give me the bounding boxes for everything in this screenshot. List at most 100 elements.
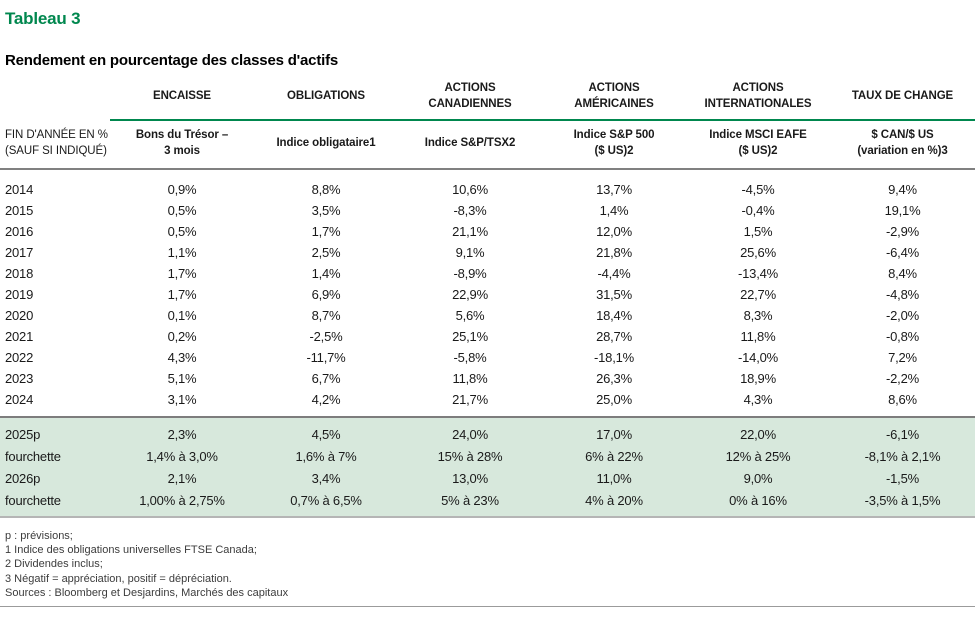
- value-cell: 3,4%: [254, 467, 398, 490]
- column-header-actions-internationales: ACTIONS INTERNATIONALES: [686, 77, 830, 122]
- value-cell: -1,5%: [830, 467, 975, 490]
- column-header-actions-americaines: ACTIONS AMÉRICAINES: [542, 77, 686, 122]
- row-label: 2025p: [0, 417, 110, 446]
- value-cell: 1,4% à 3,0%: [110, 445, 254, 468]
- value-cell: 9,1%: [455, 245, 485, 261]
- value-cell: 22,9%: [452, 287, 488, 303]
- column-header-actions-canadiennes: ACTIONS CANADIENNES: [398, 77, 542, 122]
- table-title: Rendement en pourcentage des classes d'a…: [5, 52, 339, 69]
- value-cell: -4,8%: [886, 287, 919, 303]
- value-cell: 21,8%: [596, 245, 632, 261]
- table-row: fourchette 1,4% à 3,0% 1,6% à 7% 15% à 28% 6…: [0, 445, 975, 468]
- row-label: 2016: [5, 224, 34, 240]
- value-cell: 0,2%: [167, 329, 197, 345]
- table-row: 2017 1,1% 2,5% 9,1% 21,8% 25,6% -6,4%: [0, 242, 975, 263]
- asset-class-returns-table: ENCAISSE OBLIGATIONS ACTIONS CANADIENNES…: [0, 77, 975, 518]
- table-row: 2014 0,9% 8,8% 10,6% 13,7% -4,5% 9,4%: [0, 169, 975, 200]
- value-cell: 4,2%: [311, 392, 341, 408]
- row-label: 2026p: [0, 467, 110, 490]
- table-row: 2023 5,1% 6,7% 11,8% 26,3% 18,9% -2,2%: [0, 368, 975, 389]
- column-header-taux-de-change: TAUX DE CHANGE: [830, 77, 975, 122]
- value-cell: -6,1%: [830, 417, 975, 446]
- value-cell: 8,8%: [311, 182, 341, 198]
- value-cell: 13,0%: [398, 467, 542, 490]
- value-cell: 5,1%: [167, 371, 197, 387]
- value-cell: 9,4%: [888, 182, 917, 198]
- value-cell: -3,5% à 1,5%: [830, 489, 975, 518]
- value-cell: 18,9%: [740, 371, 776, 387]
- value-cell: 6,7%: [311, 371, 341, 387]
- value-cell: 0,7% à 6,5%: [254, 489, 398, 518]
- value-cell: 5,6%: [455, 308, 485, 324]
- corner-cell: [0, 77, 110, 120]
- row-label: 2022: [5, 350, 34, 366]
- value-cell: 1,7%: [167, 266, 197, 282]
- value-cell: 19,1%: [884, 203, 921, 219]
- sub-header-can-us: $ CAN/$ US (variation en %)3: [830, 120, 975, 171]
- report-table-page: Tableau 3 Rendement en pourcentage des c…: [0, 9, 975, 634]
- value-cell: -11,7%: [306, 350, 346, 366]
- bottom-rule: [0, 606, 975, 608]
- table-row: 2016 0,5% 1,7% 21,1% 12,0% 1,5% -2,9%: [0, 221, 975, 242]
- value-cell: -18,1%: [594, 350, 634, 366]
- value-cell: 12% à 25%: [686, 445, 830, 468]
- value-cell: 4% à 20%: [542, 489, 686, 518]
- value-cell: 25,1%: [452, 329, 488, 345]
- value-cell: -2,9%: [886, 224, 919, 240]
- value-cell: 1,1%: [167, 245, 197, 261]
- value-cell: 4,3%: [743, 392, 773, 408]
- value-cell: 0,5%: [167, 224, 197, 240]
- row-label: 2020: [5, 308, 34, 324]
- value-cell: 0,1%: [167, 308, 197, 324]
- value-cell: 7,2%: [888, 350, 917, 366]
- value-cell: 8,4%: [888, 266, 917, 282]
- row-label: 2018: [5, 266, 34, 282]
- value-cell: 25,0%: [596, 392, 632, 408]
- value-cell: 4,3%: [167, 350, 197, 366]
- value-cell: 28,7%: [596, 329, 632, 345]
- value-cell: 15% à 28%: [398, 445, 542, 468]
- value-cell: 4,5%: [254, 417, 398, 446]
- row-label: 2017: [5, 245, 34, 261]
- value-cell: 22,7%: [740, 287, 776, 303]
- value-cell: -0,8%: [886, 329, 919, 345]
- value-cell: 1,6% à 7%: [254, 445, 398, 468]
- value-cell: 13,7%: [596, 182, 632, 198]
- footnote-line: 1 Indice des obligations universelles FT…: [5, 544, 257, 557]
- row-label: 2014: [5, 182, 34, 198]
- table-row: 2018 1,7% 1,4% -8,9% -4,4% -13,4% 8,4%: [0, 263, 975, 284]
- table-row: 2025p 2,3% 4,5% 24,0% 17,0% 22,0% -6,1%: [0, 417, 975, 446]
- table-row: 2022 4,3% -11,7% -5,8% -18,1% -14,0% 7,2%: [0, 347, 975, 368]
- value-cell: 1,5%: [743, 224, 773, 240]
- table-row: 2026p 2,1% 3,4% 13,0% 11,0% 9,0% -1,5%: [0, 467, 975, 490]
- value-cell: 1,7%: [311, 224, 341, 240]
- value-cell: -8,1% à 2,1%: [830, 445, 975, 468]
- value-cell: 9,0%: [686, 467, 830, 490]
- value-cell: -8,9%: [453, 266, 487, 282]
- sub-header-row: FIN D'ANNÉE EN % (SAUF SI INDIQUÉ) Bons …: [0, 120, 975, 171]
- footnote-line: 3 Négatif = appréciation, positif = dépr…: [5, 572, 232, 585]
- table-number: Tableau 3: [5, 9, 81, 28]
- value-cell: 8,3%: [743, 308, 773, 324]
- value-cell: -13,4%: [738, 266, 778, 282]
- value-cell: 11,8%: [740, 329, 776, 345]
- footnote-line: Sources : Bloomberg et Desjardins, March…: [5, 586, 289, 599]
- value-cell: 8,6%: [888, 392, 917, 408]
- row-label: fourchette: [0, 445, 110, 468]
- value-cell: -2,0%: [886, 308, 919, 324]
- value-cell: 11,0%: [542, 467, 686, 490]
- value-cell: -14,0%: [738, 350, 778, 366]
- value-cell: 24,0%: [398, 417, 542, 446]
- sub-header-indice-msci-eafe: Indice MSCI EAFE ($ US)2: [686, 120, 830, 171]
- row-label: 2019: [5, 287, 34, 303]
- value-cell: -4,5%: [741, 182, 775, 198]
- value-cell: 22,0%: [686, 417, 830, 446]
- table-head: ENCAISSE OBLIGATIONS ACTIONS CANADIENNES…: [0, 77, 975, 171]
- row-label: fourchette: [0, 489, 110, 518]
- value-cell: 17,0%: [542, 417, 686, 446]
- value-cell: 31,5%: [596, 287, 632, 303]
- value-cell: 8,7%: [311, 308, 341, 324]
- value-cell: 2,1%: [110, 467, 254, 490]
- table-row: fourchette 1,00% à 2,75% 0,7% à 6,5% 5% à 2…: [0, 489, 975, 518]
- value-cell: 2,5%: [311, 245, 341, 261]
